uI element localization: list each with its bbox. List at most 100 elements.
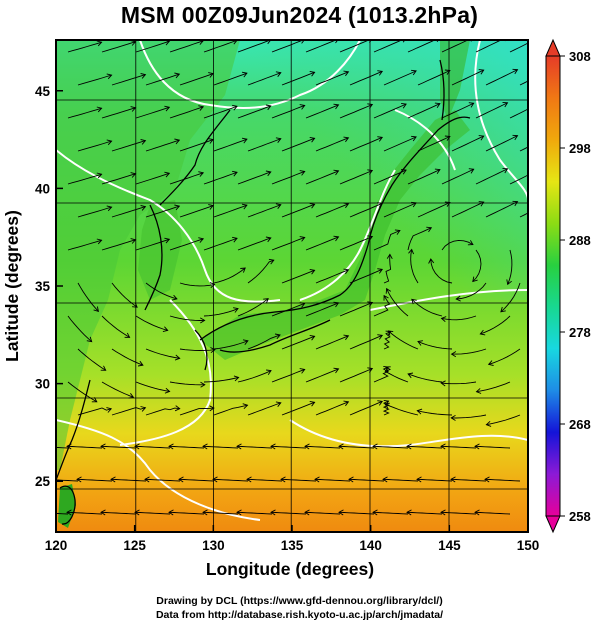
streamline-arrowhead (76, 476, 82, 483)
streamline (407, 103, 441, 119)
streamline-arrowhead (241, 203, 248, 210)
streamline (213, 138, 248, 152)
streamline-arrowhead (130, 238, 137, 244)
streamline (203, 171, 238, 185)
streamline (509, 108, 528, 119)
streamline-arrowhead (110, 476, 116, 483)
streamline (383, 70, 417, 86)
streamline (339, 170, 373, 185)
streamline (67, 107, 102, 119)
streamline-arrowhead (174, 138, 181, 145)
streamline-arrowhead (434, 102, 441, 109)
streamline (135, 238, 170, 251)
streamline-arrowhead (178, 476, 184, 483)
streamline-arrowhead (241, 71, 248, 78)
streamline-arrowhead (233, 307, 239, 313)
streamline-arrowhead (233, 375, 240, 382)
streamline-arrowhead (440, 316, 447, 323)
colorbar-tick-label: 278 (569, 325, 591, 340)
streamline (169, 315, 205, 321)
streamline-arrowhead (343, 400, 350, 407)
streamline-arrowhead (162, 326, 169, 333)
streamline (339, 104, 373, 119)
streamline (236, 445, 273, 449)
y-tick-label: 40 (35, 181, 50, 196)
streamline (441, 168, 474, 185)
streamline (373, 103, 407, 119)
streamline-arrowhead (309, 334, 316, 341)
x-tick-label: 145 (438, 538, 461, 553)
streamline-arrowhead (299, 302, 306, 308)
streamline-arrowhead (164, 105, 171, 112)
streamline-arrowhead (377, 268, 384, 274)
streamline (406, 511, 443, 515)
streamline (373, 169, 407, 185)
streamline (406, 445, 443, 449)
streamline (281, 203, 315, 218)
streamline (451, 69, 484, 86)
streamline-arrowhead (275, 137, 282, 143)
streamline-arrowhead (209, 282, 216, 289)
streamline (488, 348, 521, 365)
streamline (485, 135, 518, 152)
streamline-arrowhead (474, 509, 480, 516)
streamline-arrowhead (174, 354, 181, 361)
streamline-arrowhead (171, 294, 178, 301)
streamline-arrowhead (106, 139, 113, 146)
streamline-arrowhead (338, 443, 344, 450)
streamline-arrowhead (472, 276, 478, 283)
streamline (417, 410, 453, 416)
streamline-arrowhead (198, 237, 205, 243)
streamline-arrowhead (385, 330, 392, 337)
streamline-arrowhead (299, 170, 306, 176)
streamline-arrowhead (309, 268, 316, 275)
streamline (179, 407, 214, 416)
streamline-arrowhead (343, 202, 350, 209)
streamline-arrowhead (406, 443, 412, 450)
streamline-arrowhead (484, 476, 490, 483)
streamline (169, 172, 204, 185)
streamline-arrowhead (96, 106, 103, 113)
streamline (77, 407, 112, 416)
streamline (202, 511, 239, 515)
colorbar-tick-label: 288 (569, 233, 591, 248)
streamline-arrowhead (241, 137, 248, 144)
streamline (67, 41, 102, 53)
streamline-arrowhead (210, 347, 216, 354)
streamline-arrowhead (280, 476, 286, 483)
streamline-arrowhead (377, 136, 384, 142)
streamline (280, 478, 317, 482)
streamline-arrowhead (411, 135, 417, 142)
streamline (56, 479, 79, 482)
streamline (271, 368, 305, 383)
streamline (213, 404, 248, 416)
streamline-arrowhead (485, 420, 492, 427)
streamline-arrowhead (132, 302, 138, 308)
streamline-arrowhead (100, 365, 107, 371)
streamline (203, 105, 238, 119)
streamline (168, 511, 205, 515)
streamline-arrowhead (100, 443, 106, 450)
streamline (237, 237, 271, 251)
streamline-arrowhead (333, 367, 340, 374)
streamline (271, 302, 305, 317)
streamline (237, 370, 272, 383)
streamline (111, 282, 138, 308)
streamline (145, 139, 180, 152)
streamline (386, 288, 409, 317)
streamline-arrowhead (343, 136, 350, 143)
streamline-arrowhead (164, 171, 171, 178)
streamline-arrowhead (500, 306, 506, 313)
streamline-arrowhead (467, 240, 474, 246)
streamline (247, 204, 281, 218)
streamline (135, 381, 170, 392)
streamline-arrowhead (274, 333, 281, 340)
colorbar: 308 298 288 278 268 258 (545, 38, 591, 534)
streamline (315, 137, 349, 152)
streamline-arrowhead (91, 397, 98, 403)
streamline (134, 511, 171, 515)
streamline (451, 414, 487, 419)
streamline (475, 168, 508, 185)
x-tick-label: 135 (281, 538, 304, 553)
y-axis-ticks: 25 30 35 40 45 (35, 84, 63, 489)
